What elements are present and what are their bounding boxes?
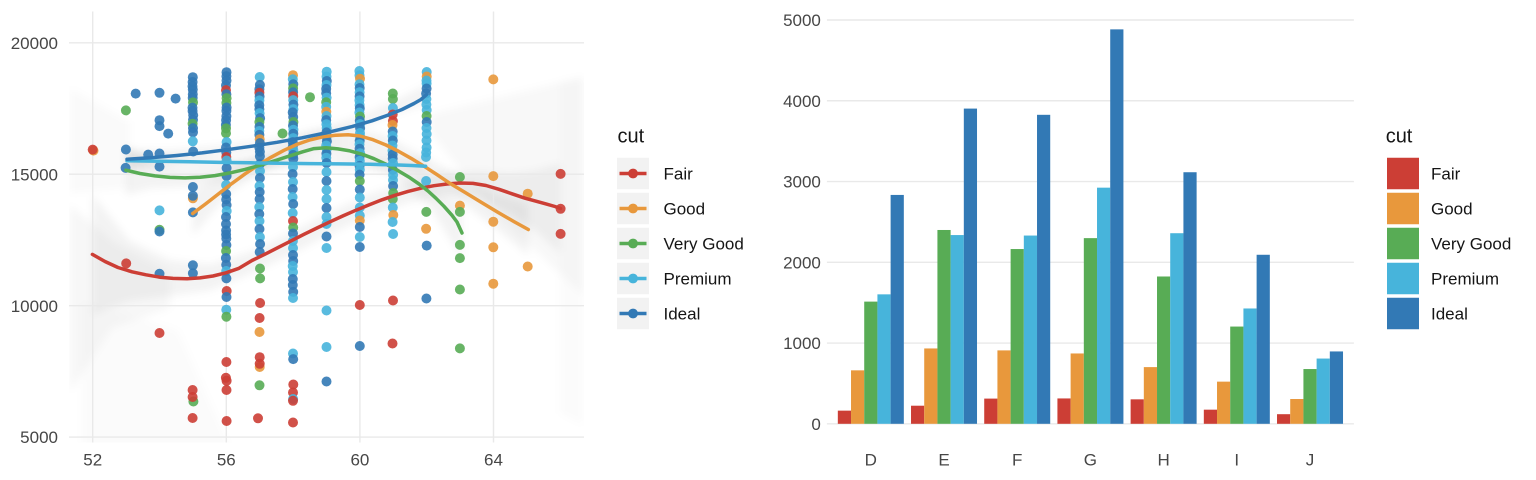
svg-text:Premium: Premium	[664, 270, 732, 289]
svg-text:20000: 20000	[11, 34, 58, 53]
svg-text:G: G	[1084, 450, 1097, 469]
svg-text:Very Good: Very Good	[1431, 235, 1511, 254]
svg-text:Good: Good	[664, 200, 706, 219]
svg-text:64: 64	[484, 450, 503, 469]
svg-text:Ideal: Ideal	[664, 305, 701, 324]
svg-text:J: J	[1306, 450, 1315, 469]
svg-text:5000: 5000	[783, 11, 821, 30]
svg-text:cut: cut	[1386, 126, 1413, 148]
svg-text:15000: 15000	[11, 165, 58, 184]
svg-text:3000: 3000	[783, 173, 821, 192]
svg-text:60: 60	[350, 450, 369, 469]
svg-text:Premium: Premium	[1431, 270, 1499, 289]
svg-text:1000: 1000	[783, 334, 821, 353]
svg-text:cut: cut	[618, 126, 645, 148]
svg-text:E: E	[938, 450, 949, 469]
svg-text:Good: Good	[1431, 200, 1473, 219]
svg-text:0: 0	[811, 415, 820, 434]
svg-text:D: D	[865, 450, 877, 469]
svg-text:10000: 10000	[11, 297, 58, 316]
svg-text:Ideal: Ideal	[1431, 305, 1468, 324]
svg-text:4000: 4000	[783, 92, 821, 111]
svg-text:52: 52	[83, 450, 102, 469]
svg-text:H: H	[1157, 450, 1169, 469]
svg-text:Fair: Fair	[664, 165, 694, 184]
svg-text:56: 56	[217, 450, 236, 469]
svg-text:5000: 5000	[20, 428, 58, 447]
svg-text:F: F	[1012, 450, 1022, 469]
svg-text:Fair: Fair	[1431, 165, 1461, 184]
svg-text:2000: 2000	[783, 253, 821, 272]
svg-text:Very Good: Very Good	[664, 235, 744, 254]
svg-text:I: I	[1234, 450, 1239, 469]
